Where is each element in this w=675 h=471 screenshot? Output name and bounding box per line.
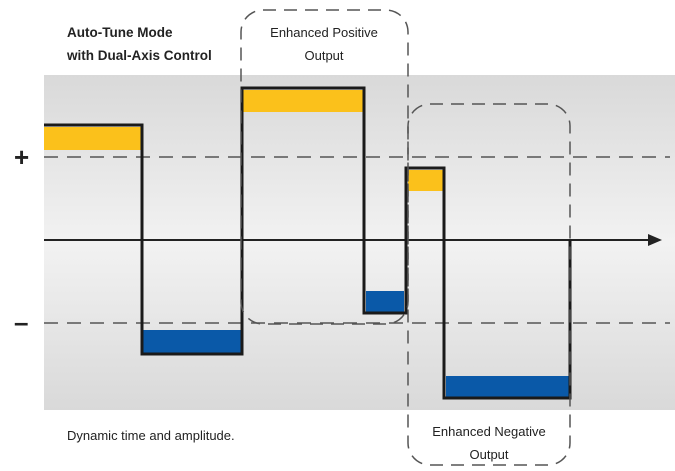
axis-arrow-icon bbox=[648, 234, 662, 246]
negative-fill-3 bbox=[446, 376, 570, 398]
negative-box-label-2: Output bbox=[469, 447, 508, 462]
plus-sign: + bbox=[14, 142, 29, 172]
positive-box-label-1: Enhanced Positive bbox=[270, 25, 378, 40]
minus-sign: – bbox=[14, 307, 28, 337]
positive-fill-2 bbox=[242, 90, 364, 112]
title-line-2: with Dual-Axis Control bbox=[66, 48, 212, 63]
positive-fill-1 bbox=[44, 127, 142, 150]
title-line-1: Auto-Tune Mode bbox=[67, 25, 173, 40]
positive-box-label-2: Output bbox=[304, 48, 343, 63]
negative-fill-2 bbox=[366, 291, 404, 312]
square-waveform bbox=[44, 86, 572, 400]
positive-fill-3 bbox=[408, 170, 444, 191]
negative-fill-1 bbox=[142, 330, 241, 353]
caption: Dynamic time and amplitude. bbox=[67, 428, 235, 443]
negative-box-label-1: Enhanced Negative bbox=[432, 424, 545, 439]
